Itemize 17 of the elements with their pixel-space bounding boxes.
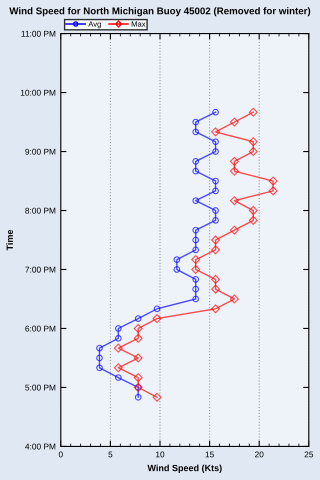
y-tick-label: 5:00 PM <box>25 384 56 391</box>
x-axis-title: Wind Speed (Kts) <box>147 464 222 473</box>
x-tick-label: 20 <box>254 451 264 458</box>
chart-title: Wind Speed for North Michigan Buoy 45002 (Removed for winter) <box>9 7 310 16</box>
x-tick-label: 25 <box>304 451 314 458</box>
x-tick-label: 10 <box>156 451 164 458</box>
y-tick-label: 6:00 PM <box>25 326 56 332</box>
y-tick-label: 4:00 PM <box>25 444 56 450</box>
y-tick-label: 7:00 PM <box>25 266 56 273</box>
y-axis-title: Time <box>6 230 13 250</box>
x-tick-label: 0 <box>58 451 63 458</box>
y-tick-label: 11:00 PM <box>22 30 56 37</box>
x-tick-label: 15 <box>206 452 214 458</box>
y-tick-label: 8:00 PM <box>25 208 56 214</box>
y-tick-label: 9:00 PM <box>25 148 56 155</box>
y-tick-label: 10:00 PM <box>20 90 56 96</box>
x-tick-label: 5 <box>108 452 112 458</box>
